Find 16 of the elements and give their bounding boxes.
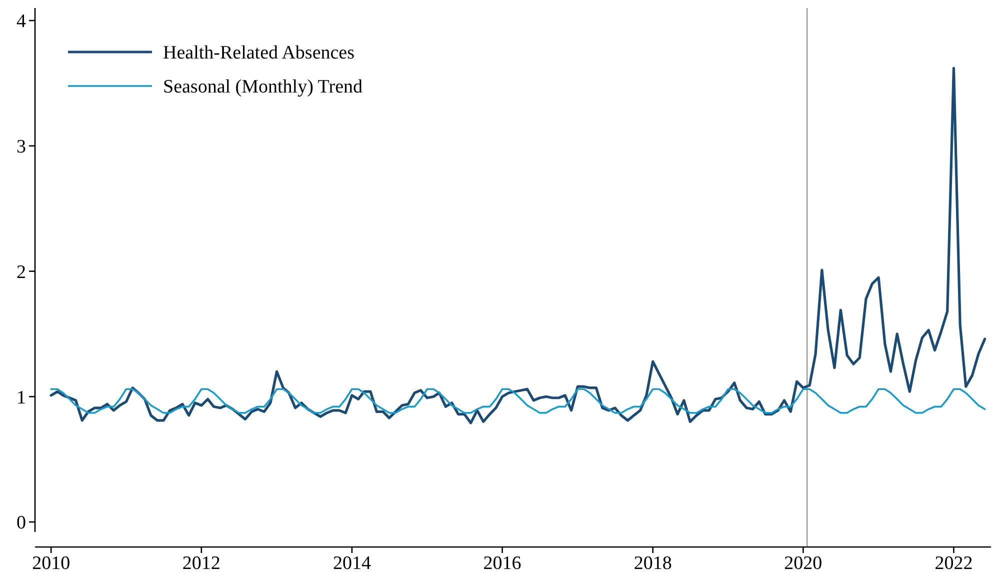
y-tick-label: 4: [16, 11, 26, 32]
x-tick-label: 2014: [332, 553, 372, 574]
y-tick-label: 3: [16, 136, 26, 158]
x-tick-label: 2010: [32, 553, 70, 574]
x-tick-label: 2018: [634, 553, 672, 574]
y-tick-label: 0: [16, 512, 26, 534]
legend-label: Seasonal (Monthly) Trend: [163, 76, 363, 98]
y-tick-label: 2: [16, 262, 26, 283]
x-tick-label: 2016: [483, 553, 522, 574]
x-tick-label: 2022: [934, 553, 973, 574]
line-series: [50, 66, 986, 424]
legend-label: Health-Related Absences: [163, 42, 355, 64]
line-series: [50, 388, 986, 414]
y-tick-label: 1: [16, 387, 26, 408]
x-tick-label: 2020: [784, 553, 822, 574]
x-tick-label: 2012: [182, 553, 220, 574]
